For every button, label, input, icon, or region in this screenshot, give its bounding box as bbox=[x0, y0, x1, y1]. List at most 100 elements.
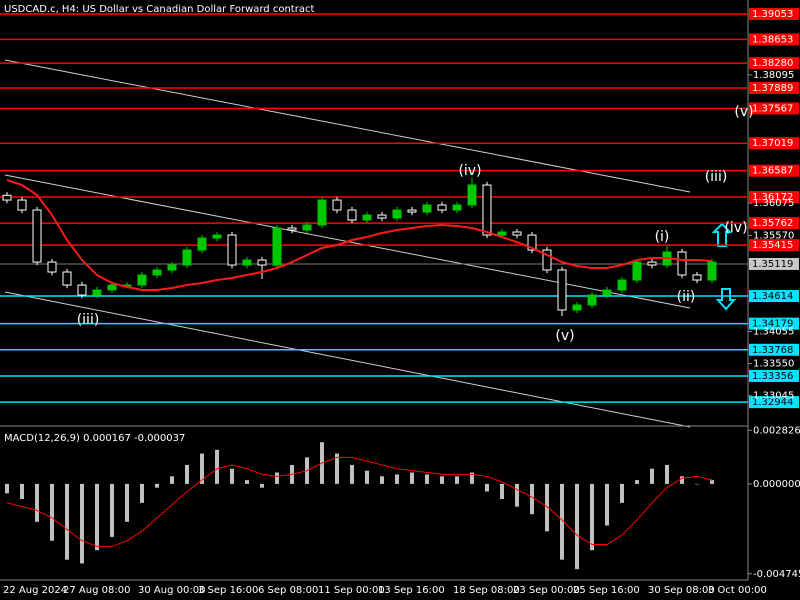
level-label: 1.32944 bbox=[752, 397, 793, 408]
macd-bar bbox=[245, 480, 249, 484]
y-tick-label: 1.33045 bbox=[753, 391, 794, 402]
macd-signal bbox=[6, 456, 713, 547]
macd-bar bbox=[350, 464, 354, 484]
wave-label: (iv) bbox=[724, 220, 747, 236]
x-tick-label: 11 Sep 00:00 bbox=[318, 585, 385, 596]
y-tick-label: -0.004745 bbox=[753, 569, 800, 580]
candle-body bbox=[692, 274, 702, 281]
y-tick-label: 1.34055 bbox=[753, 327, 794, 338]
macd-bar bbox=[110, 483, 114, 537]
level-label-box bbox=[749, 137, 799, 150]
macd-bar bbox=[20, 483, 24, 500]
wave-label: (v) bbox=[555, 328, 574, 344]
macd-title: MACD(12,26,9) 0.000167 -0.000037 bbox=[4, 433, 185, 444]
candle-body bbox=[392, 209, 402, 219]
candle-body bbox=[632, 261, 642, 281]
candle-body bbox=[212, 234, 222, 239]
y-tick-label: 1.36075 bbox=[753, 198, 794, 209]
candle-body bbox=[482, 184, 492, 236]
macd-bar bbox=[440, 476, 444, 484]
macd-bar bbox=[155, 483, 159, 488]
x-tick-label: 23 Sep 00:00 bbox=[513, 585, 580, 596]
x-tick-label: 25 Sep 16:00 bbox=[573, 585, 640, 596]
candle-body bbox=[332, 199, 342, 211]
candle-body bbox=[107, 284, 117, 291]
macd-bar bbox=[710, 480, 714, 484]
level-label-box bbox=[749, 102, 799, 115]
wave-label: (v) bbox=[734, 104, 753, 120]
candle-body bbox=[587, 294, 597, 306]
macd-bar bbox=[185, 464, 189, 484]
level-label-box bbox=[749, 290, 799, 303]
candle-body bbox=[2, 194, 12, 201]
macd-bar bbox=[425, 474, 429, 484]
level-label: 1.37567 bbox=[752, 103, 793, 114]
x-tick-label: 30 Aug 00:00 bbox=[138, 585, 205, 596]
x-tick-label: 27 Aug 08:00 bbox=[63, 585, 130, 596]
macd-bar bbox=[35, 483, 39, 522]
macd-bar bbox=[650, 468, 654, 484]
macd-bar bbox=[170, 476, 174, 484]
candle-body bbox=[602, 289, 612, 296]
macd-bar bbox=[605, 483, 609, 526]
y-tick-label: 0.000000 bbox=[753, 479, 800, 490]
macd-bar bbox=[680, 476, 684, 484]
candle-body bbox=[227, 234, 237, 266]
level-label: 1.35415 bbox=[752, 240, 793, 251]
candle-body bbox=[272, 227, 282, 266]
wave-label: (i) bbox=[655, 229, 670, 245]
candle-body bbox=[467, 184, 477, 206]
macd-bar bbox=[365, 470, 369, 484]
candle-body bbox=[152, 269, 162, 276]
current-price-label: 1.35119 bbox=[752, 259, 793, 270]
macd-bar bbox=[410, 472, 414, 484]
candle-body bbox=[182, 249, 192, 266]
candle-body bbox=[527, 234, 537, 251]
level-label: 1.39053 bbox=[752, 9, 793, 20]
macd-bar bbox=[515, 483, 519, 507]
macd-bar bbox=[95, 483, 99, 551]
level-label-box bbox=[749, 239, 799, 252]
wave-label: (iii) bbox=[77, 312, 100, 328]
macd-bar bbox=[620, 483, 624, 503]
macd-bar bbox=[500, 483, 504, 500]
level-label-box bbox=[749, 33, 799, 46]
macd-bar bbox=[665, 464, 669, 484]
macd-bar bbox=[530, 483, 534, 515]
candle-body bbox=[197, 237, 207, 251]
level-label: 1.37889 bbox=[752, 83, 793, 94]
candle-body bbox=[92, 289, 102, 296]
level-label: 1.33768 bbox=[752, 345, 793, 356]
macd-bar bbox=[590, 483, 594, 551]
level-label-box bbox=[749, 57, 799, 70]
macd-bar bbox=[695, 483, 699, 485]
candle-body bbox=[497, 231, 507, 236]
candle-body bbox=[407, 209, 417, 213]
level-label-box bbox=[749, 396, 799, 409]
macd-bar bbox=[125, 483, 129, 522]
candle-body bbox=[137, 274, 147, 286]
y-tick-label: 0.002826 bbox=[753, 425, 800, 436]
level-label-box bbox=[749, 8, 799, 21]
candle-body bbox=[617, 279, 627, 291]
moving-average bbox=[6, 179, 713, 291]
down-arrow bbox=[715, 288, 737, 311]
candle-body bbox=[242, 259, 252, 266]
macd-bar bbox=[65, 483, 69, 560]
macd-bar bbox=[275, 472, 279, 484]
up-arrow bbox=[711, 222, 733, 247]
macd-bar bbox=[335, 453, 339, 484]
candle-body bbox=[317, 199, 327, 226]
level-label: 1.38280 bbox=[752, 58, 793, 69]
candle-body bbox=[377, 214, 387, 219]
macd-bar bbox=[575, 483, 579, 570]
x-tick-label: 13 Sep 16:00 bbox=[378, 585, 445, 596]
wave-label: (iii) bbox=[705, 169, 728, 185]
level-label-box bbox=[749, 369, 799, 382]
level-label: 1.36172 bbox=[752, 192, 793, 203]
x-tick-label: 22 Aug 2024 bbox=[3, 585, 67, 596]
candle-body bbox=[287, 227, 297, 231]
candle-body bbox=[542, 249, 552, 271]
candle-body bbox=[437, 204, 447, 211]
